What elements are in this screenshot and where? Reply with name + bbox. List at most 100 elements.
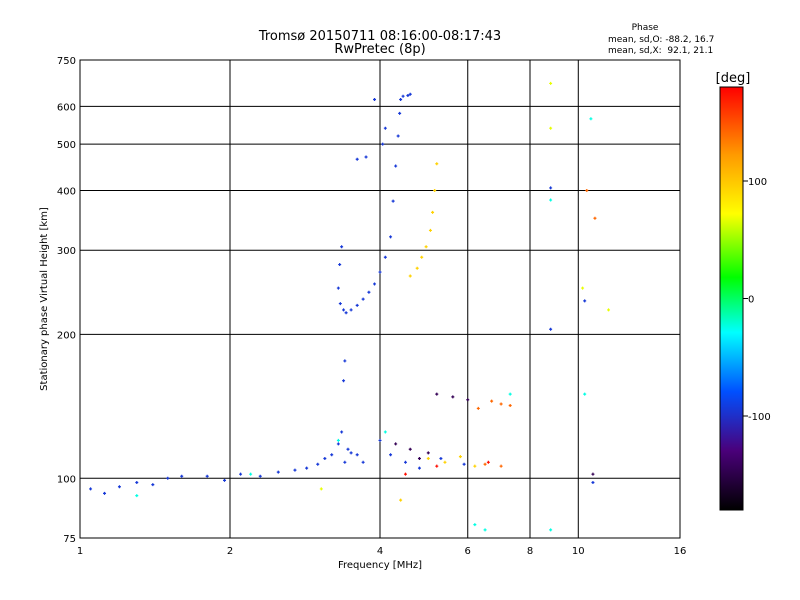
x-axis-label: Frequency [MHz]	[338, 560, 422, 571]
data-point	[549, 327, 553, 331]
data-point	[408, 447, 412, 451]
data-point	[293, 468, 297, 472]
data-point	[508, 403, 512, 407]
data-point	[103, 491, 107, 495]
data-point	[343, 460, 347, 464]
data-point	[583, 392, 587, 396]
data-point	[417, 456, 421, 460]
data-point	[89, 487, 93, 491]
data-point	[340, 430, 344, 434]
data-point	[591, 480, 595, 484]
data-point	[349, 308, 353, 312]
x-axis: 1 2 4 6 8 10 16	[77, 546, 687, 557]
data-point	[408, 274, 412, 278]
data-point	[373, 282, 377, 286]
data-point	[435, 464, 439, 468]
data-point	[223, 478, 227, 482]
data-point	[276, 470, 280, 474]
data-point	[249, 472, 253, 476]
data-point	[336, 438, 340, 442]
data-point	[508, 392, 512, 396]
data-point	[338, 302, 342, 306]
y-tick-label: 400	[57, 186, 76, 197]
data-point	[117, 485, 121, 489]
data-point	[417, 466, 421, 470]
y-tick-label: 600	[57, 102, 76, 113]
data-point	[166, 476, 170, 480]
data-point	[258, 474, 262, 478]
data-point	[591, 472, 595, 476]
data-point	[581, 286, 585, 290]
data-point	[549, 186, 553, 190]
chart-title: Tromsø 20150711 08:16:00-08:17:43	[258, 29, 501, 44]
colorbar-tick-label: 100	[748, 177, 767, 188]
data-point	[394, 442, 398, 446]
x-tick-label: 1	[77, 546, 83, 557]
data-point	[330, 453, 334, 457]
y-tick-label: 500	[57, 140, 76, 151]
data-point	[398, 111, 402, 115]
data-point	[349, 451, 353, 455]
data-point	[205, 474, 209, 478]
data-point	[549, 81, 553, 85]
data-point	[323, 456, 327, 460]
data-point	[336, 286, 340, 290]
colorbar-ticks: 100 0 -100	[743, 177, 771, 423]
data-point	[403, 460, 407, 464]
data-point	[399, 498, 403, 502]
x-tick-label: 16	[674, 546, 687, 557]
stats-line-x: mean, sd,X: 92.1, 21.1	[608, 46, 713, 56]
data-point	[426, 451, 430, 455]
data-point	[549, 528, 553, 532]
colorbar-tick-label: 0	[748, 295, 754, 306]
data-point	[394, 164, 398, 168]
x-tick-label: 4	[377, 546, 383, 557]
data-point	[378, 438, 382, 442]
data-point	[589, 117, 593, 121]
x-tick-label: 2	[227, 546, 233, 557]
data-point	[431, 210, 435, 214]
data-point	[435, 392, 439, 396]
data-point	[401, 94, 405, 98]
data-point	[364, 155, 368, 159]
data-point	[408, 92, 412, 96]
data-point	[342, 379, 346, 383]
chart-subtitle: RwPretec (8p)	[334, 42, 425, 57]
data-point	[383, 126, 387, 130]
data-point	[451, 395, 455, 399]
data-point	[466, 398, 470, 402]
data-point	[473, 464, 477, 468]
data-point	[361, 460, 365, 464]
data-point	[367, 290, 371, 294]
data-point	[443, 460, 447, 464]
data-point	[435, 162, 439, 166]
grid-lines	[80, 60, 680, 538]
data-point	[361, 297, 365, 301]
data-point	[476, 406, 480, 410]
stats-line-o: mean, sd,O: -88.2, 16.7	[608, 35, 714, 45]
data-point	[607, 308, 611, 312]
data-point	[389, 235, 393, 239]
data-point	[378, 270, 382, 274]
data-point	[383, 430, 387, 434]
data-point	[433, 188, 437, 192]
data-point	[424, 245, 428, 249]
data-point	[346, 447, 350, 451]
data-point	[426, 456, 430, 460]
data-point	[239, 472, 243, 476]
data-point	[549, 126, 553, 130]
data-point	[458, 455, 462, 459]
data-point	[483, 528, 487, 532]
data-point	[462, 462, 466, 466]
colorbar	[719, 86, 744, 511]
y-tick-label: 300	[57, 246, 76, 257]
data-point	[316, 462, 320, 466]
x-tick-label: 6	[465, 546, 471, 557]
x-tick-label: 10	[572, 546, 585, 557]
data-point	[415, 266, 419, 270]
data-point	[381, 142, 385, 146]
data-point	[344, 311, 348, 315]
data-point	[135, 494, 139, 498]
y-axis: 75 100 200 300 400 500 600 750	[57, 56, 76, 545]
